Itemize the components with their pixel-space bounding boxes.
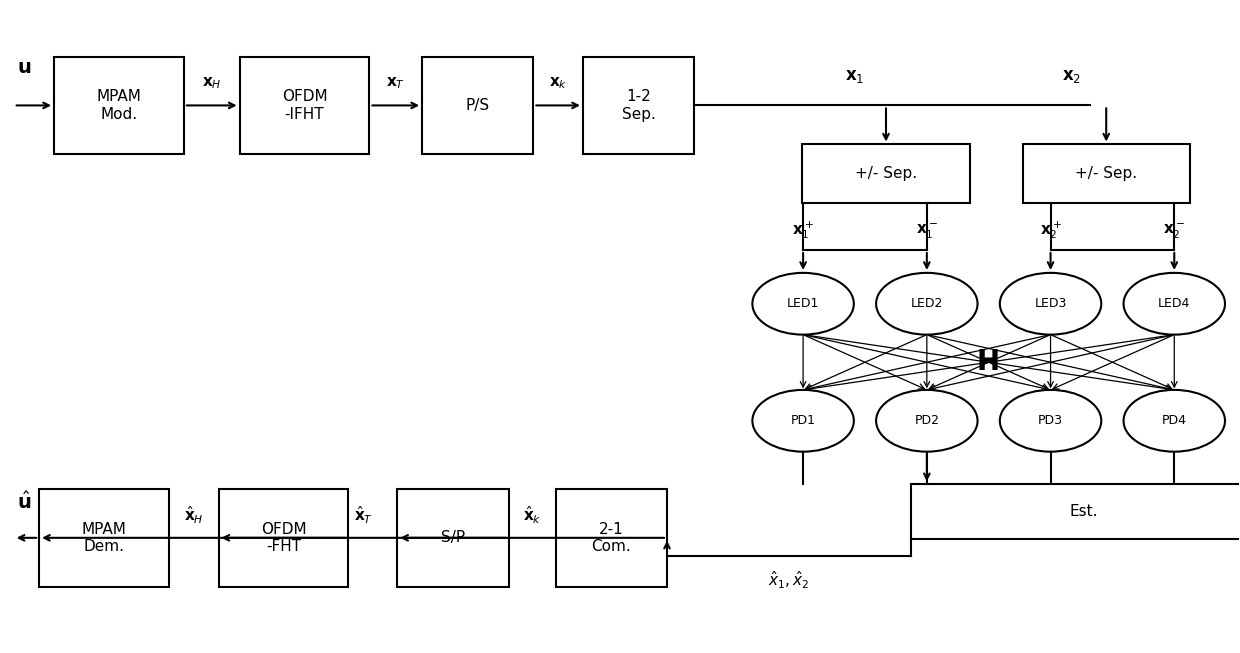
Ellipse shape	[877, 390, 977, 452]
Text: $\mathbf{x}_k$: $\mathbf{x}_k$	[549, 75, 568, 91]
FancyBboxPatch shape	[1023, 144, 1189, 203]
Ellipse shape	[753, 390, 854, 452]
Text: P/S: P/S	[466, 98, 490, 113]
Text: +/- Sep.: +/- Sep.	[1075, 167, 1137, 181]
Text: +/- Sep.: +/- Sep.	[854, 167, 918, 181]
Text: $\mathbf{x}_H$: $\mathbf{x}_H$	[202, 75, 222, 91]
FancyBboxPatch shape	[422, 57, 533, 154]
Text: PD2: PD2	[914, 414, 940, 427]
FancyBboxPatch shape	[397, 489, 508, 586]
Ellipse shape	[1123, 390, 1225, 452]
Text: $\hat{\mathbf{u}}$: $\hat{\mathbf{u}}$	[16, 491, 31, 513]
Text: OFDM
-FHT: OFDM -FHT	[260, 522, 306, 554]
Text: $\mathbf{H}$: $\mathbf{H}$	[976, 348, 998, 376]
Text: $\mathbf{x}_1$: $\mathbf{x}_1$	[846, 67, 864, 85]
Ellipse shape	[999, 273, 1101, 334]
Text: $\mathbf{x}_T$: $\mathbf{x}_T$	[386, 75, 405, 91]
Text: $\hat{\mathbf{x}}_k$: $\hat{\mathbf{x}}_k$	[523, 504, 542, 526]
Ellipse shape	[877, 273, 977, 334]
Text: PD3: PD3	[1038, 414, 1063, 427]
Text: $\mathbf{x}_1^+$: $\mathbf{x}_1^+$	[792, 219, 813, 242]
FancyBboxPatch shape	[556, 489, 667, 586]
Text: LED2: LED2	[910, 297, 942, 310]
Text: PD4: PD4	[1162, 414, 1187, 427]
Text: $\hat{\mathbf{x}}_H$: $\hat{\mathbf{x}}_H$	[184, 504, 203, 526]
FancyBboxPatch shape	[802, 144, 970, 203]
Ellipse shape	[753, 273, 854, 334]
Ellipse shape	[1123, 273, 1225, 334]
FancyBboxPatch shape	[218, 489, 348, 586]
FancyBboxPatch shape	[55, 57, 184, 154]
FancyBboxPatch shape	[40, 489, 169, 586]
Text: 1-2
Sep.: 1-2 Sep.	[621, 89, 656, 121]
Text: PD1: PD1	[791, 414, 816, 427]
Text: Est.: Est.	[1070, 504, 1099, 519]
Text: $\hat{\mathbf{x}}_T$: $\hat{\mathbf{x}}_T$	[353, 504, 373, 526]
FancyBboxPatch shape	[239, 57, 370, 154]
FancyBboxPatch shape	[583, 57, 694, 154]
Text: $\mathbf{x}_2^-$: $\mathbf{x}_2^-$	[1163, 221, 1185, 240]
Text: LED3: LED3	[1034, 297, 1066, 310]
Text: MPAM
Dem.: MPAM Dem.	[82, 522, 126, 554]
Text: $\mathbf{x}_2^+$: $\mathbf{x}_2^+$	[1039, 219, 1061, 242]
Text: LED1: LED1	[787, 297, 820, 310]
Text: MPAM
Mod.: MPAM Mod.	[97, 89, 141, 121]
Text: $\mathbf{x}_2$: $\mathbf{x}_2$	[1061, 67, 1081, 85]
Text: OFDM
-IFHT: OFDM -IFHT	[281, 89, 327, 121]
Text: $\mathbf{x}_1^-$: $\mathbf{x}_1^-$	[916, 221, 937, 240]
Text: 2-1
Com.: 2-1 Com.	[591, 522, 631, 554]
Text: S/P: S/P	[441, 530, 465, 545]
Text: $\mathbf{u}$: $\mathbf{u}$	[16, 58, 31, 77]
Text: LED4: LED4	[1158, 297, 1190, 310]
Text: $\hat{x}_1, \hat{x}_2$: $\hat{x}_1, \hat{x}_2$	[768, 569, 810, 591]
FancyBboxPatch shape	[910, 484, 1240, 539]
Ellipse shape	[999, 390, 1101, 452]
